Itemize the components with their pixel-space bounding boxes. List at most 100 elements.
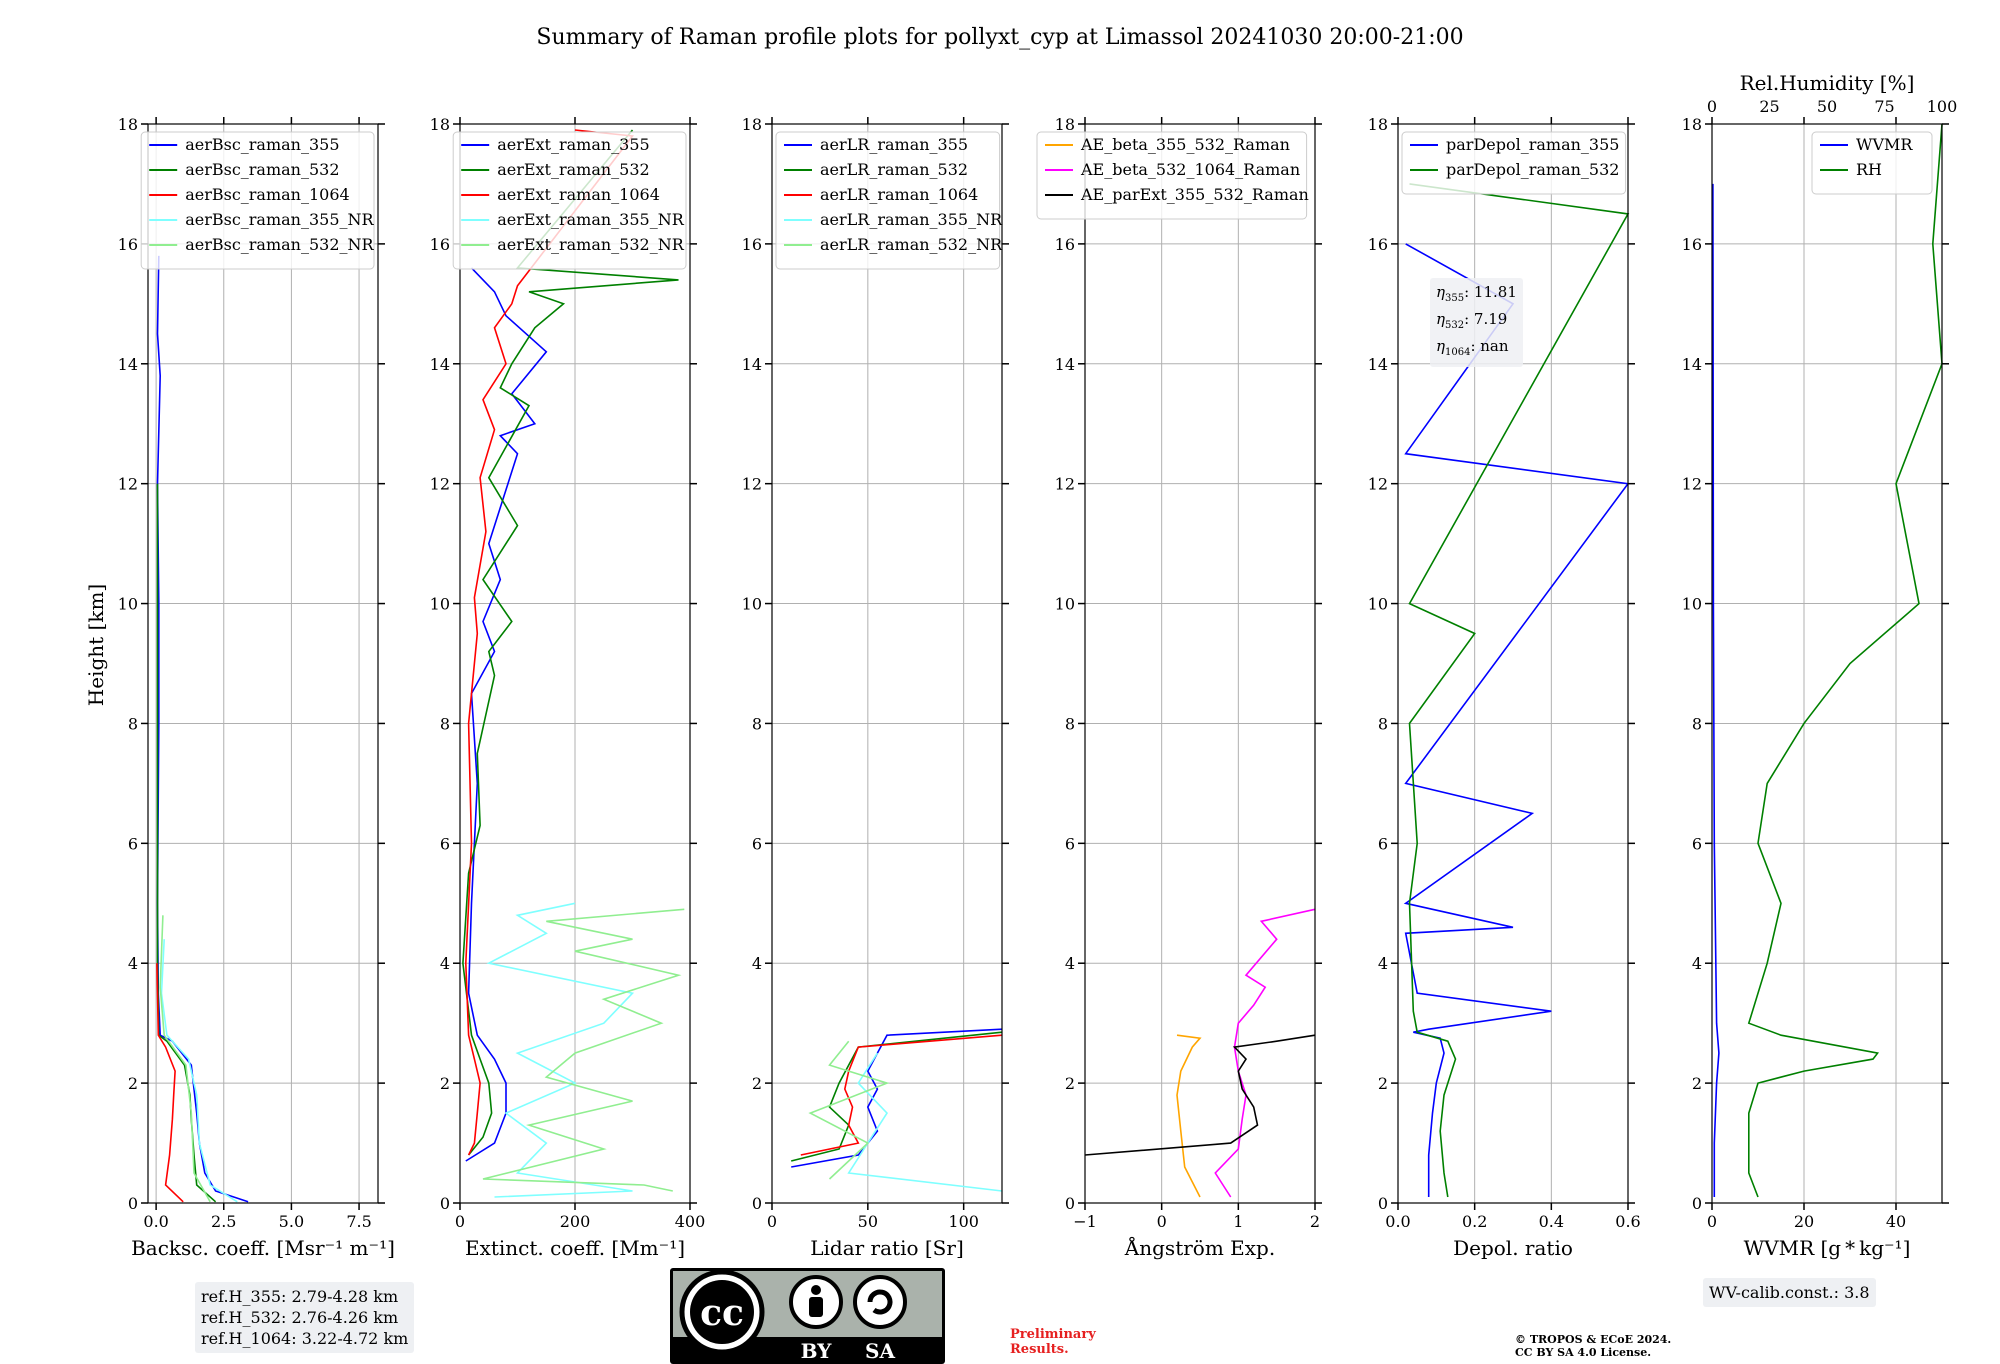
y-tick-label: 2 <box>752 1074 762 1093</box>
y-tick-label: 16 <box>1682 235 1702 254</box>
copyright-note: © TROPOS & ECoE 2024. CC BY SA 4.0 Licen… <box>1515 1333 1671 1359</box>
y-tick-label: 6 <box>752 834 762 853</box>
legend-label: aerBsc_raman_1064 <box>185 185 350 204</box>
x-axis-label: Depol. ratio <box>1453 1236 1573 1260</box>
y-tick-label: 10 <box>742 595 762 614</box>
x-tick-label: 0 <box>767 1212 777 1231</box>
legend-label: parDepol_raman_532 <box>1446 160 1619 179</box>
series-line-aerExt_raman_1064 <box>464 129 635 1156</box>
panel-backscatter: 0 2 4 6 8 10 12 14 16 18 0.0 2.5 5.0 7.5 Backsc. coeff… <box>118 115 395 1260</box>
y-tick-label: 12 <box>1055 475 1075 494</box>
x-axis-label: WVMR [g * kg⁻¹] <box>1744 1236 1911 1260</box>
legend-label: aerExt_raman_1064 <box>497 185 660 204</box>
y-tick-label: 4 <box>1378 954 1388 973</box>
top-tick-label: 100 <box>1927 97 1958 116</box>
y-tick-label: 10 <box>118 595 138 614</box>
panel-lidar_ratio: 0 2 4 6 8 10 12 14 16 18 0 50 100 Lidar ratio [Sr] aer… <box>742 115 1009 1260</box>
x-tick-label: −1 <box>1073 1212 1097 1231</box>
series-line-aerBsc_raman_532 <box>156 483 217 1203</box>
x-tick-label: 2.5 <box>211 1212 236 1231</box>
top-tick-label: 25 <box>1759 97 1779 116</box>
legend-label: aerLR_raman_1064 <box>820 185 978 204</box>
x-tick-label: 7.5 <box>346 1212 371 1231</box>
eta-box: η355: 11.81 η532: 7.19 η1064: nan <box>1430 278 1523 367</box>
legend-label: aerLR_raman_532_NR <box>820 235 1003 254</box>
y-tick-label: 18 <box>742 115 762 134</box>
x-tick-label: 0.6 <box>1615 1212 1640 1231</box>
y-tick-label: 14 <box>1368 355 1388 374</box>
legend-label: aerLR_raman_355_NR <box>820 210 1003 229</box>
y-tick-label: 2 <box>1378 1074 1388 1093</box>
x-tick-label: 0.2 <box>1462 1212 1487 1231</box>
legend-label: aerBsc_raman_355_NR <box>185 210 374 229</box>
figure-title: Summary of Raman profile plots for polly… <box>536 25 1463 50</box>
y-tick-label: 4 <box>1692 954 1702 973</box>
legend-label: AE_beta_355_532_Raman <box>1080 135 1290 154</box>
x-tick-label: 0.0 <box>143 1212 168 1231</box>
ref-height-1064: ref.H_1064: 3.22-4.72 km <box>201 1329 409 1348</box>
y-tick-label: 12 <box>1368 475 1388 494</box>
axes-frame <box>147 123 379 1204</box>
y-tick-label: 14 <box>1055 355 1075 374</box>
attribution-head-icon <box>811 1285 821 1295</box>
y-tick-label: 0 <box>1378 1194 1388 1213</box>
y-tick-label: 18 <box>1055 115 1075 134</box>
legend-label: aerExt_raman_532 <box>497 160 650 179</box>
y-tick-label: 8 <box>1378 714 1388 733</box>
series-line-aerBsc_raman_355_NR <box>160 939 238 1203</box>
y-tick-label: 10 <box>1682 595 1702 614</box>
legend-label: aerLR_raman_355 <box>820 135 968 154</box>
legend-label: aerBsc_raman_532 <box>185 160 339 179</box>
series-line-parDepol_raman_355 <box>1403 243 1630 1197</box>
attribution-body-icon <box>809 1297 823 1317</box>
y-tick-label: 16 <box>430 235 450 254</box>
y-tick-label: 16 <box>742 235 762 254</box>
y-tick-label: 18 <box>1368 115 1388 134</box>
y-tick-label: 4 <box>440 954 450 973</box>
y-tick-label: 8 <box>440 714 450 733</box>
legend-frame <box>452 131 687 270</box>
y-tick-label: 6 <box>440 834 450 853</box>
y-tick-label: 8 <box>128 714 138 733</box>
legend-frame <box>1401 131 1627 195</box>
x-tick-label: 100 <box>948 1212 979 1231</box>
top-tick-label: 75 <box>1874 97 1894 116</box>
x-tick-label: 50 <box>858 1212 878 1231</box>
legend: aerBsc_raman_355 aerBsc_raman_532 aerBsc_r… <box>140 131 375 270</box>
y-tick-label: 0 <box>752 1194 762 1213</box>
eta-1064: η1064: nan <box>1436 337 1509 358</box>
copyright-line-1: © TROPOS & ECoE 2024. <box>1515 1333 1672 1346</box>
cc-inner-icon <box>690 1280 754 1344</box>
axes-frame <box>1084 123 1316 1204</box>
y-tick-label: 10 <box>1055 595 1075 614</box>
legend-label: AE_parExt_355_532_Raman <box>1080 185 1309 204</box>
top-axis-label: Rel.Humidity [%] <box>1740 71 1915 95</box>
x-tick-label: 200 <box>560 1212 591 1231</box>
ref-height-532: ref.H_532: 2.76-4.26 km <box>201 1308 399 1327</box>
series-line-aerBsc_raman_532_NR <box>159 915 211 1203</box>
y-tick-label: 14 <box>742 355 762 374</box>
preliminary-line-2: Results. <box>1010 1342 1069 1357</box>
axes-frame <box>771 123 1003 1204</box>
legend: parDepol_raman_355 parDepol_raman_532 <box>1401 131 1627 195</box>
preliminary-line-1: Preliminary <box>1010 1327 1096 1342</box>
y-tick-label: 6 <box>1692 834 1702 853</box>
legend-frame <box>1811 131 1933 195</box>
legend-label: aerExt_raman_355_NR <box>497 210 685 229</box>
x-axis-label: Ångström Exp. <box>1124 1235 1275 1260</box>
preliminary-note: Preliminary Results. <box>1010 1327 1096 1357</box>
panel-extinction: 0 2 4 6 8 10 12 14 16 18 0 200 400 Extinct. coeff. [M… <box>430 115 706 1260</box>
share-alike-icon <box>853 1275 907 1329</box>
series-line-aerExt_raman_532_NR <box>482 908 685 1192</box>
y-tick-label: 4 <box>752 954 762 973</box>
x-tick-label: 0.0 <box>1385 1212 1410 1231</box>
y-tick-label: 12 <box>742 475 762 494</box>
x-tick-label: 400 <box>675 1212 706 1231</box>
y-tick-label: 18 <box>430 115 450 134</box>
legend-label: aerExt_raman_532_NR <box>497 235 685 254</box>
y-tick-label: 2 <box>1692 1074 1702 1093</box>
series-line-parDepol_raman_532 <box>1408 183 1630 1198</box>
legend-label: aerBsc_raman_355 <box>185 135 339 154</box>
y-tick-label: 8 <box>1065 714 1075 733</box>
series-line-RH <box>1747 123 1943 1198</box>
